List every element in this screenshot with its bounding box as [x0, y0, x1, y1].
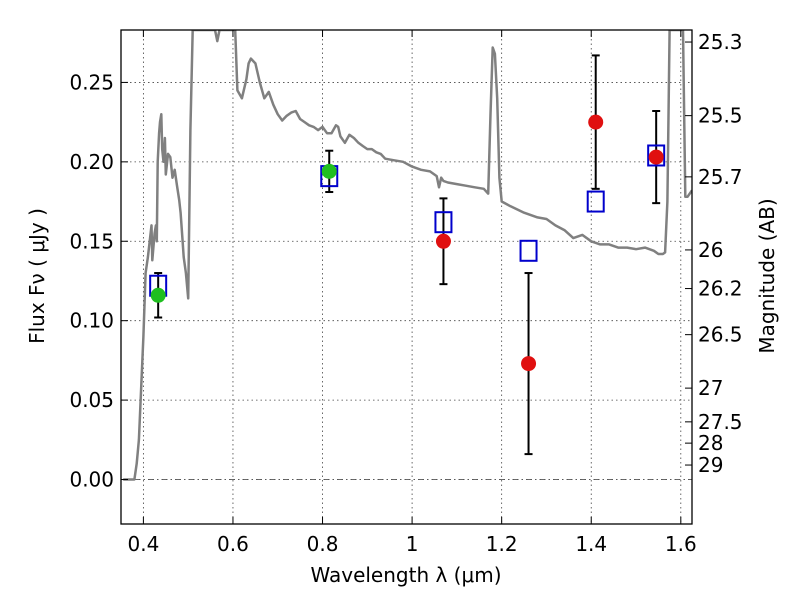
y-tick-label: 0.15	[69, 229, 114, 253]
x-axis-title: Wavelength λ (μm)	[310, 563, 501, 587]
y-tick-label: 0.05	[69, 388, 114, 412]
model-photometry-square	[519, 239, 538, 262]
x-tick-label: 0.8	[307, 532, 339, 556]
y-tick-label: 0.20	[69, 150, 114, 174]
mag-tick-label: 25.5	[698, 104, 743, 128]
model-photometry-square	[647, 144, 666, 167]
y2-axis-title: Magnitude (AB)	[755, 198, 779, 353]
detection-point	[588, 114, 604, 130]
x-tick-label: 1.6	[665, 532, 697, 556]
model-sed-line	[123, 30, 692, 481]
detection-point	[150, 287, 166, 303]
y-axis-title: Flux Fν ( μJy )	[25, 208, 49, 344]
mag-tick-label: 25.3	[698, 30, 743, 54]
plot-frame	[120, 29, 693, 525]
y-tick-label: 0.10	[69, 309, 114, 333]
x-tick-label: 1	[406, 532, 419, 556]
detection-point	[648, 149, 664, 165]
tick-layer	[121, 30, 692, 524]
mag-tick-label: 27	[698, 376, 723, 400]
mag-tick-label: 25.7	[698, 165, 743, 189]
mag-tick-label: 28	[698, 431, 723, 455]
detection-point	[321, 163, 337, 179]
y-tick-label: 0.25	[69, 70, 114, 94]
x-tick-label: 1.4	[575, 532, 607, 556]
model-photometry-square	[586, 190, 605, 213]
model-photometry-square	[434, 211, 453, 234]
detection-point	[521, 356, 537, 372]
y-tick-label: 0.00	[69, 468, 114, 492]
x-tick-label: 0.4	[127, 532, 159, 556]
x-tick-label: 1.2	[486, 532, 518, 556]
marker-layer	[149, 114, 666, 372]
model-sed-layer	[123, 30, 692, 481]
mag-tick-label: 26.2	[698, 277, 743, 301]
mag-tick-label: 29	[698, 453, 723, 477]
tick-label-layer: 0.4 0.6 0.8 1 1.2 1.4 1.6 0.00 0.05 0.10 0.15 0.20 0…	[69, 30, 742, 556]
mag-tick-label: 26	[698, 238, 723, 262]
mag-tick-label: 26.5	[698, 323, 743, 347]
x-tick-label: 0.6	[217, 532, 249, 556]
detection-point	[435, 233, 451, 249]
mag-tick-label: 27.5	[698, 410, 743, 434]
